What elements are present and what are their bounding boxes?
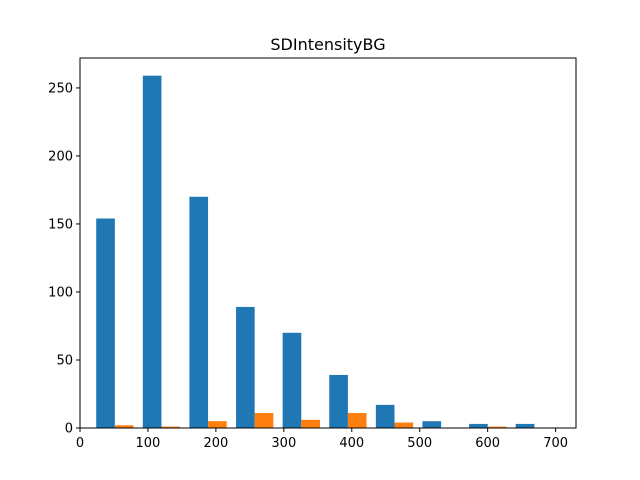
x-axis: 0 100 200 300 400 500 600 700 [76, 428, 568, 451]
bar-series2-bin6 [347, 413, 367, 428]
bar-series2-bin4 [254, 413, 274, 428]
bar-series2-bin3 [208, 421, 227, 428]
bar-series1-bin6 [329, 374, 348, 428]
y-tick-label-50: 50 [56, 353, 73, 368]
x-tick-label-700: 700 [543, 436, 568, 451]
bar-series2-bin2 [161, 426, 181, 428]
bar-series1-bin10 [515, 423, 535, 428]
bar-series2-bin5 [301, 419, 320, 428]
bar-series1-bin5 [282, 332, 302, 428]
x-tick-label-200: 200 [203, 436, 228, 451]
y-axis: 0 50 100 150 200 250 [48, 81, 80, 437]
x-tick-label-500: 500 [407, 436, 432, 451]
bar-series1-bin7 [375, 404, 395, 429]
x-tick-label-600: 600 [475, 436, 500, 451]
y-tick-label-200: 200 [48, 149, 73, 164]
y-tick-label-150: 150 [48, 217, 73, 232]
y-tick-label-100: 100 [48, 285, 73, 300]
bar-series2-bin7 [394, 422, 414, 428]
plot-frame [79, 57, 577, 429]
bar-series1-bin3 [189, 196, 209, 428]
bar-series1-bin2 [142, 75, 162, 429]
bar-series1-bin4 [236, 306, 255, 428]
bars-group [96, 75, 535, 429]
x-tick-label-300: 300 [271, 436, 296, 451]
bar-series1-bin9 [469, 423, 488, 428]
x-tick-label-100: 100 [136, 436, 161, 451]
y-tick-label-250: 250 [48, 81, 73, 96]
chart-title: SDIntensityBG [270, 35, 385, 54]
x-tick-label-0: 0 [76, 436, 84, 451]
bar-series1-bin1 [96, 218, 115, 428]
y-tick-label-0: 0 [65, 422, 73, 437]
x-tick-label-400: 400 [339, 436, 364, 451]
bar-series2-bin9 [487, 426, 507, 428]
bar-series1-bin8 [422, 421, 442, 428]
bar-series2-bin1 [114, 425, 134, 428]
